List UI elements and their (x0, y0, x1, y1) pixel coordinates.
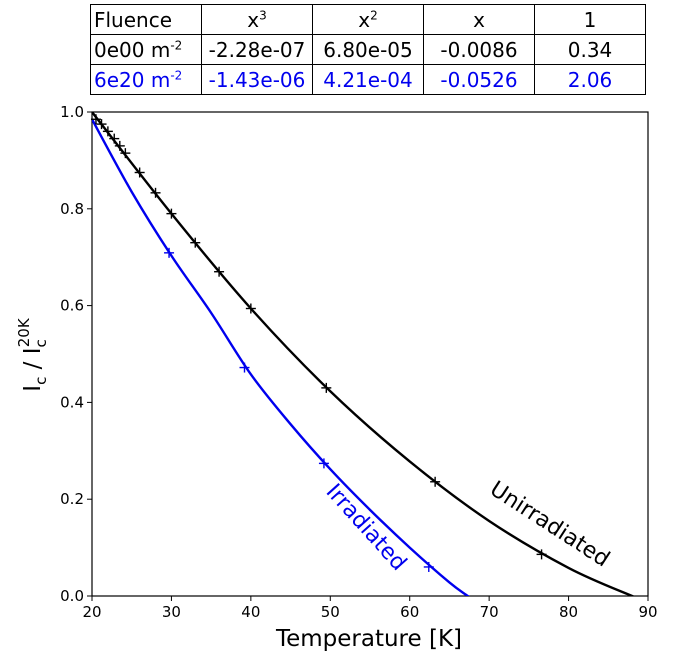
annotation-irradiated: Irradiated (321, 479, 411, 576)
y-tick-label: 0.2 (60, 490, 84, 508)
x-axis-label: Temperature [K] (275, 626, 462, 652)
cell-c3: -1.43e-06 (201, 64, 313, 95)
data-point (423, 561, 434, 572)
series-markers (90, 114, 547, 572)
table-row: 6e20 m-2 -1.43e-06 4.21e-04 -0.0526 2.06 (90, 64, 646, 95)
y-tick-label: 0.6 (60, 297, 84, 315)
data-point (245, 303, 256, 314)
cell-c1: -0.0526 (423, 64, 535, 95)
x-tick-label: 40 (241, 603, 260, 621)
cell-fluence: 0e00 m-2 (90, 34, 202, 65)
x-tick-label: 80 (559, 603, 578, 621)
plot-frame (91, 111, 649, 597)
table-header-row: Fluence x3 x2 x 1 (90, 4, 646, 35)
data-point (102, 126, 113, 137)
cell-c2: 6.80e-05 (312, 34, 424, 65)
data-point (166, 208, 177, 219)
y-tick-label: 0.0 (60, 587, 84, 605)
axis-ticks: 20 30 40 50 60 70 80 90 0.0 0.2 0.4 0.6 0.8 1.0 (60, 103, 657, 621)
data-point (134, 167, 145, 178)
header-x2: x2 (312, 4, 424, 35)
data-point (190, 237, 201, 248)
coefficient-table: Fluence x3 x2 x 1 0e00 m-2 -2.28e-07 6.8… (90, 4, 646, 95)
data-point (321, 382, 332, 393)
data-point (430, 476, 441, 487)
series-line-unirradiated (92, 112, 636, 596)
x-tick-label: 20 (82, 603, 101, 621)
y-label-sub: c (32, 377, 50, 385)
x-tick-label: 50 (321, 603, 340, 621)
header-const: 1 (534, 4, 646, 35)
x-tick-label: 90 (638, 603, 657, 621)
data-point (114, 140, 125, 151)
data-point (536, 549, 547, 560)
table-row: 0e00 m-2 -2.28e-07 6.80e-05 -0.0086 0.34 (90, 34, 646, 65)
y-tick-label: 0.8 (60, 200, 84, 218)
cell-c2: 4.21e-04 (312, 64, 424, 95)
data-point (214, 266, 225, 277)
data-point (109, 133, 120, 144)
x-tick-label: 30 (162, 603, 181, 621)
header-x3: x3 (201, 4, 313, 35)
data-point (96, 119, 107, 130)
data-point (318, 458, 329, 469)
cell-c0: 0.34 (534, 34, 646, 65)
plot-area (91, 111, 649, 597)
y-tick-label: 0.4 (60, 393, 84, 411)
cell-c0: 2.06 (534, 64, 646, 95)
series-line-irradiated (92, 118, 470, 596)
cell-c1: -0.0086 (423, 34, 535, 65)
y-axis-label: Ic / Ic20K (15, 317, 50, 392)
cell-fluence: 6e20 m-2 (90, 64, 202, 95)
y-tick-label: 1.0 (60, 103, 84, 121)
x-tick-label: 70 (480, 603, 499, 621)
y-label-sup2: 20K (15, 317, 33, 347)
data-point (164, 247, 175, 258)
header-x: x (423, 4, 535, 35)
series-curves (92, 112, 636, 596)
x-tick-label: 60 (400, 603, 419, 621)
data-point (120, 148, 131, 159)
header-fluence: Fluence (90, 4, 202, 35)
y-label-sub2: c (32, 339, 50, 347)
data-point (150, 187, 161, 198)
data-point (239, 362, 250, 373)
cell-c3: -2.28e-07 (201, 34, 313, 65)
data-point (90, 114, 101, 125)
y-label-mid: / I (20, 347, 46, 376)
y-label-main: I (20, 385, 46, 392)
